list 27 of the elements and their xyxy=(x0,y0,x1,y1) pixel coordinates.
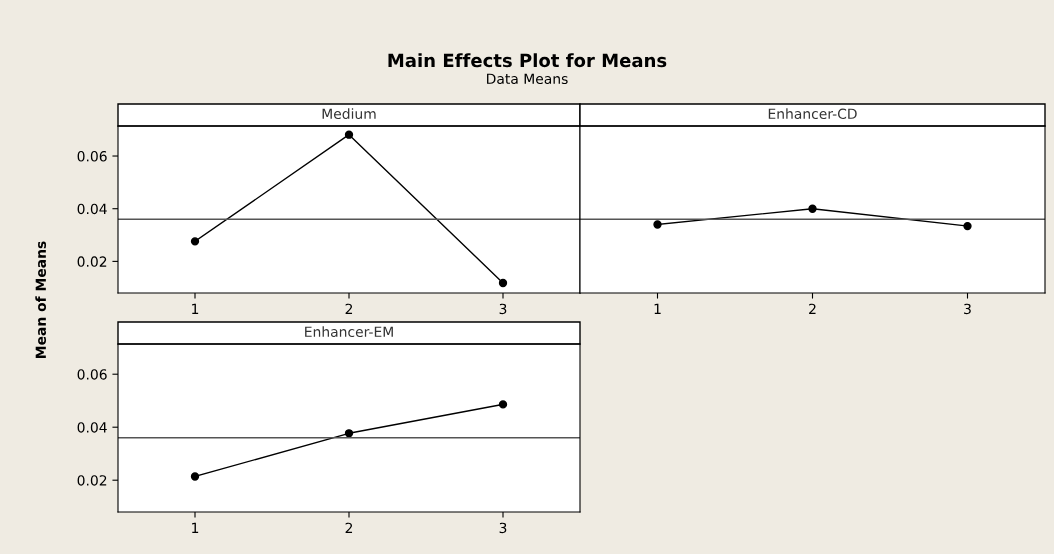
x-tick-label: 1 xyxy=(192,522,199,533)
point xyxy=(190,237,200,246)
point xyxy=(498,400,508,409)
x-tick-label: 3 xyxy=(499,303,507,315)
y-tick-label: 0.04 xyxy=(77,203,107,215)
x-tick-label: 2 xyxy=(345,522,353,533)
text: Medium xyxy=(322,108,376,120)
y-tick-label: 0.06 xyxy=(77,151,107,162)
x-tick-label: 3 xyxy=(964,303,971,315)
x-tick-label: 1 xyxy=(192,303,199,314)
y-tick-label: 0.04 xyxy=(77,422,107,433)
chart-subtitle: Data Means xyxy=(487,73,568,85)
y-tick-label: 0.02 xyxy=(77,475,107,486)
x-tick-label: 2 xyxy=(809,303,816,314)
point xyxy=(344,429,354,438)
point xyxy=(498,278,508,288)
y-tick-label: 0.06 xyxy=(77,369,107,380)
y-tick-label: 0.02 xyxy=(77,256,107,267)
x-tick-label: 3 xyxy=(499,522,507,534)
x-tick-label: 2 xyxy=(345,303,353,314)
chart-title: Main Effects Plot for Means xyxy=(388,53,667,68)
text: Enhancer-EM xyxy=(305,326,393,338)
point xyxy=(190,472,200,481)
x-tick-label: 1 xyxy=(654,303,661,314)
point xyxy=(344,130,354,139)
y-axis-title: Mean of Means xyxy=(35,241,47,358)
text: Enhancer-CD xyxy=(768,108,857,120)
